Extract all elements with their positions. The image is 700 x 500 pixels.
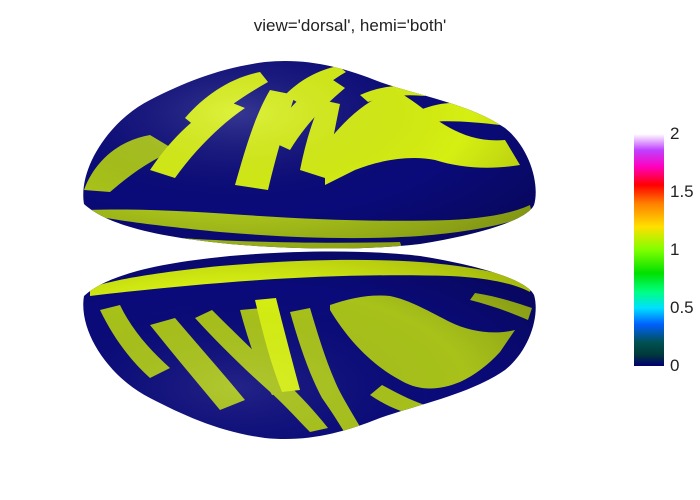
colorbar: [634, 134, 664, 366]
colorbar-tick-label: 1: [670, 240, 680, 259]
left-hemisphere[interactable]: [70, 50, 550, 260]
colorbar-tick-label: 2: [670, 124, 680, 143]
colorbar-tick-label: 0: [670, 356, 680, 375]
colorbar-tick-label: 1.5: [670, 182, 694, 201]
left-hemisphere-shading: [83, 60, 536, 249]
figure-title: view='dorsal', hemi='both': [253, 16, 447, 35]
right-hemisphere-shading: [83, 251, 536, 440]
right-hemisphere[interactable]: [70, 240, 550, 450]
colorbar-gradient: [634, 134, 664, 366]
colorbar-tick-label: 0.5: [670, 298, 694, 317]
